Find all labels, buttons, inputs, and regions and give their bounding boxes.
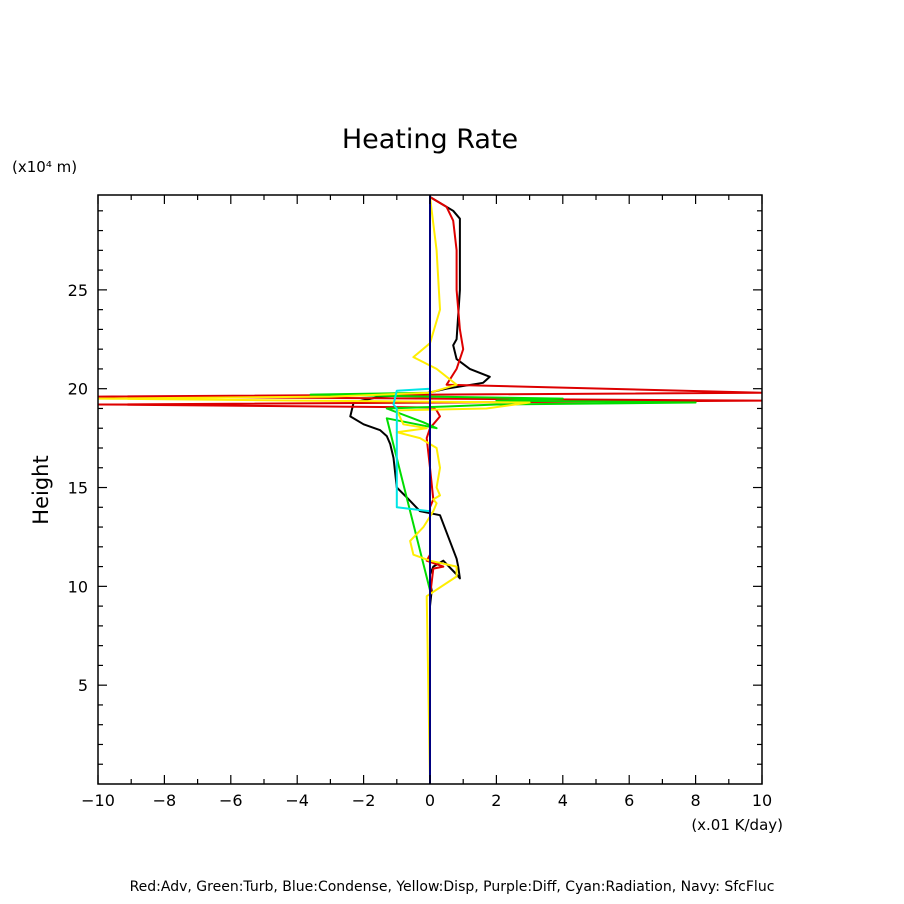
- series-line-5: [392, 197, 431, 780]
- x-tick-label: −4: [285, 791, 309, 810]
- x-tick-label: −6: [219, 791, 243, 810]
- y-tick-label: 15: [68, 479, 88, 498]
- y-tick-label: 25: [68, 281, 88, 300]
- series-layer: [98, 195, 762, 784]
- x-tick-label: 8: [691, 791, 701, 810]
- x-tick-label: 4: [558, 791, 568, 810]
- chart-title: Heating Rate: [342, 124, 518, 155]
- x-tick-label: 0: [425, 791, 435, 810]
- y-axis-label: Height: [29, 455, 53, 524]
- series-line-3: [309, 197, 697, 780]
- plot-frame: [97, 194, 763, 785]
- legend-text: Red:Adv, Green:Turb, Blue:Condense, Yell…: [130, 879, 775, 895]
- y-tick-label: 10: [68, 577, 88, 596]
- x-tick-label: −8: [153, 791, 177, 810]
- series-line-1: [349, 196, 491, 656]
- y-tick-label: 20: [68, 380, 88, 399]
- series-line-4: [98, 196, 531, 781]
- axis-layer: −10 −8 −6 −4 −2 0 2 4 6 8 10 5 10 15 20 25: [68, 195, 772, 810]
- x-tick-label: −2: [352, 791, 376, 810]
- x-tick-label: 2: [491, 791, 501, 810]
- x-axis-unit-label: (x.01 K/day): [691, 816, 783, 834]
- x-tick-label: 6: [624, 791, 634, 810]
- x-tick-label: 10: [752, 791, 772, 810]
- y-tick-label: 5: [78, 676, 88, 695]
- y-unit-label: (x10⁴ m): [12, 158, 77, 176]
- x-tick-label: −10: [81, 791, 115, 810]
